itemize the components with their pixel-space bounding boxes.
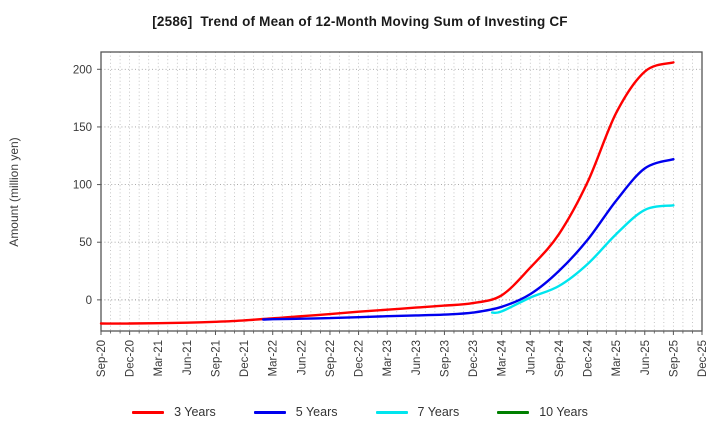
series-line-7-years bbox=[490, 204, 675, 315]
legend-line-swatch bbox=[132, 410, 165, 414]
chart-title: [2586] Trend of Mean of 12-Month Moving … bbox=[152, 14, 568, 29]
x-tick-label: Jun-25 bbox=[640, 340, 652, 375]
x-tick-label: Sep-22 bbox=[325, 340, 337, 377]
x-tick-label: Jun-21 bbox=[182, 340, 194, 375]
x-tick-label: Dec-21 bbox=[239, 340, 251, 377]
legend-item-10-years: 10 Years bbox=[497, 405, 588, 419]
legend-line-swatch bbox=[375, 410, 408, 414]
series-line-5-years bbox=[262, 158, 675, 321]
legend-label: 10 Years bbox=[539, 405, 588, 419]
x-tick-label: Dec-23 bbox=[468, 340, 480, 377]
series-line-3-years bbox=[99, 61, 675, 325]
x-tick-label: Dec-20 bbox=[125, 340, 137, 377]
x-tick-label: Sep-23 bbox=[439, 340, 451, 377]
x-tick-label: Jun-24 bbox=[525, 339, 537, 375]
legend-label: 3 Years bbox=[174, 405, 216, 419]
y-tick-label: 100 bbox=[73, 180, 92, 192]
legend-item-3-years: 3 Years bbox=[132, 405, 216, 419]
legend: 3 Years 5 Years 7 Years 10 Years bbox=[0, 405, 720, 419]
x-tick-label: Mar-23 bbox=[382, 340, 394, 376]
legend-item-7-years: 7 Years bbox=[375, 405, 460, 419]
x-tick-label: Sep-20 bbox=[96, 340, 108, 377]
x-tick-label: Mar-21 bbox=[153, 340, 165, 376]
x-tick-label: Jun-22 bbox=[296, 340, 308, 375]
y-tick-label: 0 bbox=[86, 295, 92, 307]
legend-label: 5 Years bbox=[295, 405, 338, 419]
x-tick-label: Dec-24 bbox=[583, 339, 595, 377]
x-tick-label: Sep-21 bbox=[210, 340, 222, 377]
y-tick-label: 200 bbox=[73, 64, 92, 76]
x-tick-label: Dec-22 bbox=[354, 340, 366, 377]
y-tick-label: 150 bbox=[73, 122, 92, 134]
x-tick-label: Mar-24 bbox=[497, 339, 509, 376]
x-tick-label: Jun-23 bbox=[411, 340, 423, 375]
legend-label: 7 Years bbox=[417, 405, 460, 419]
plot-frame bbox=[100, 51, 703, 332]
x-tick-label: Sep-25 bbox=[668, 340, 680, 377]
legend-line-swatch bbox=[497, 410, 530, 414]
legend-item-5-years: 5 Years bbox=[253, 405, 338, 419]
legend-line-swatch bbox=[253, 410, 286, 414]
x-tick-label: Sep-24 bbox=[554, 339, 566, 377]
x-tick-label: Dec-25 bbox=[697, 340, 709, 377]
x-tick-label: Mar-22 bbox=[268, 340, 280, 376]
x-tick-label: Mar-25 bbox=[611, 340, 623, 376]
y-tick-label: 50 bbox=[79, 237, 92, 249]
